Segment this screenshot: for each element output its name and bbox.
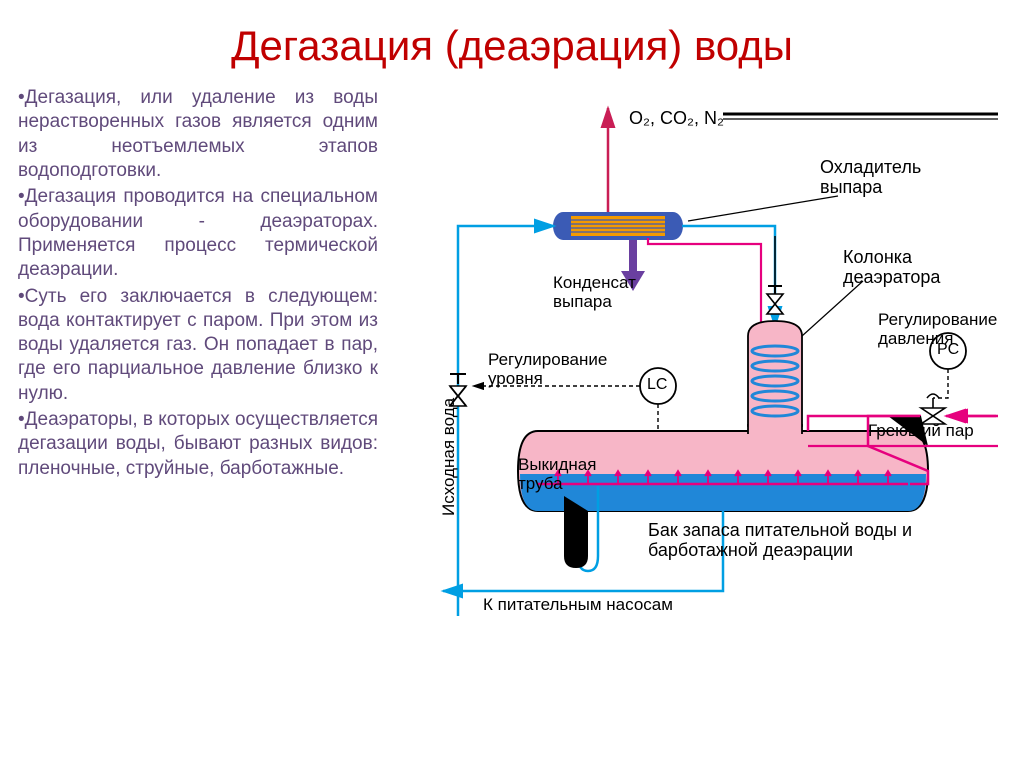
pc-text: PC bbox=[937, 341, 959, 359]
paragraph-text: Дегазация, или удаление из воды нераство… bbox=[18, 87, 378, 181]
deaerator-column-icon bbox=[748, 321, 802, 426]
diagram-column: O₂, CO₂, N₂ Охладитель выпара Колонка де… bbox=[388, 86, 1006, 646]
bullet-icon: • bbox=[18, 186, 25, 207]
heating-steam-label: Греющий пар bbox=[868, 422, 974, 441]
blowdown-label: Выкидная труба bbox=[518, 456, 618, 493]
bullet-icon: • bbox=[18, 87, 25, 108]
bullet-paragraph: •Деаэраторы, в которых осуществляется де… bbox=[18, 408, 378, 481]
bullet-icon: • bbox=[18, 409, 25, 430]
valve-icon bbox=[767, 286, 783, 314]
text-column: •Дегазация, или удаление из воды нераств… bbox=[18, 86, 388, 646]
column-label: Колонка деаэратора bbox=[843, 248, 983, 288]
bullet-icon: • bbox=[18, 286, 25, 307]
tank-label: Бак запаса питательной воды и барботажно… bbox=[648, 521, 968, 561]
to-pumps-label: К питательным насосам bbox=[483, 596, 673, 615]
page-title: Дегазация (деаэрация) воды bbox=[0, 0, 1024, 86]
cooler-icon bbox=[553, 212, 683, 240]
bullet-paragraph: •Дегазация проводится на специальном обо… bbox=[18, 185, 378, 282]
cooler-label: Охладитель выпара bbox=[820, 158, 960, 198]
bullet-paragraph: •Дегазация, или удаление из воды нераств… bbox=[18, 86, 378, 183]
condensate-label: Конденсат выпара bbox=[553, 274, 673, 311]
inlet-water-label: Исходная вода bbox=[440, 398, 459, 516]
paragraph-text: Дегазация проводится на специальном обор… bbox=[18, 186, 378, 280]
level-reg-label: Регулирование уровня bbox=[488, 351, 638, 388]
content-row: •Дегазация, или удаление из воды нераств… bbox=[0, 86, 1024, 646]
paragraph-text: Суть его заключается в следующем: вода к… bbox=[18, 286, 378, 404]
bullet-paragraph: •Суть его заключается в следующем: вода … bbox=[18, 285, 378, 407]
paragraph-text: Деаэраторы, в которых осуществляется дег… bbox=[18, 409, 378, 479]
gases-label: O₂, CO₂, N₂ bbox=[629, 109, 724, 129]
lc-text: LC bbox=[647, 376, 667, 394]
